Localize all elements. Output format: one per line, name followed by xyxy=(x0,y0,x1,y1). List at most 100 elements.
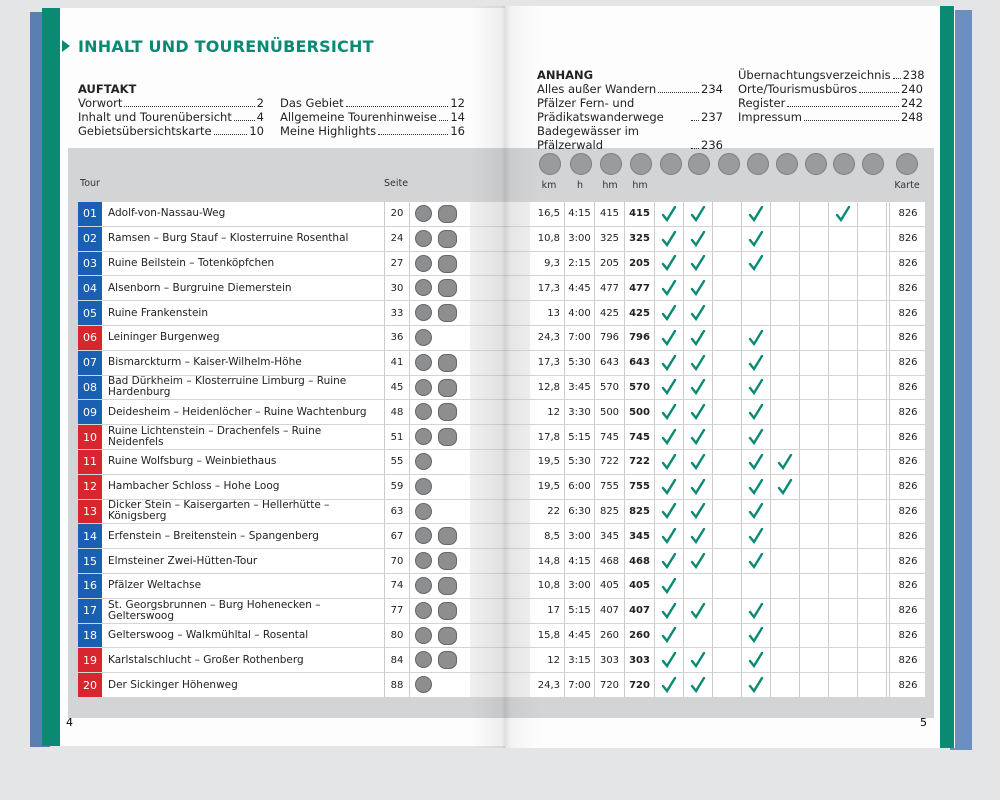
check-cell xyxy=(655,202,684,226)
check-cell xyxy=(713,673,742,697)
check-cell xyxy=(713,276,742,301)
leader xyxy=(658,92,700,93)
check-cell xyxy=(742,301,771,325)
toc-label: Gebietsübersichtskarte xyxy=(78,124,212,138)
row-fade xyxy=(470,549,530,573)
row-bg xyxy=(530,326,925,350)
toc-page: 12 xyxy=(450,96,465,110)
toc-label: Übernachtungsverzeichnis xyxy=(738,68,891,82)
tour-h: 3:00 xyxy=(565,226,595,251)
toc-entry: Allgemeine Tourenhinweise 14 xyxy=(280,110,465,124)
tour-name: Dicker Stein – Kaisergarten – Hellerhütt… xyxy=(108,499,330,523)
tour-hm-down: 570 xyxy=(625,375,655,400)
tour-page: 30 xyxy=(384,276,410,301)
difficulty-icon xyxy=(415,676,432,694)
tour-number: 18 xyxy=(78,623,102,648)
check-cell xyxy=(713,350,742,375)
row-bg xyxy=(78,301,470,325)
row-fade xyxy=(470,524,530,549)
tour-km: 17,8 xyxy=(533,425,565,449)
check xyxy=(661,255,677,272)
check-cell xyxy=(771,202,800,226)
tour-hm-up: 260 xyxy=(595,623,625,648)
tour-name: Ramsen – Burg Stauf – Klosterruine Rosen… xyxy=(108,232,349,245)
tour-hm-up: 407 xyxy=(595,598,625,623)
check xyxy=(661,478,677,495)
toc-page: 240 xyxy=(901,82,923,96)
tour-map: 826 xyxy=(889,375,926,400)
tour-map: 826 xyxy=(889,202,926,226)
check-cell xyxy=(800,623,829,648)
check-cell xyxy=(684,226,713,251)
family-icon xyxy=(438,552,457,571)
tour-h: 2:15 xyxy=(565,251,595,276)
row-bg xyxy=(530,350,925,375)
check-cell xyxy=(858,474,887,499)
toc-page: 16 xyxy=(450,124,465,138)
tour-hm-down: 825 xyxy=(625,499,655,524)
tour-h: 5:30 xyxy=(565,350,595,375)
check xyxy=(661,553,677,570)
difficulty-icon xyxy=(415,329,432,346)
check-cell xyxy=(713,574,742,598)
check-cell xyxy=(655,598,684,623)
check xyxy=(748,627,764,644)
check-cell xyxy=(771,648,800,673)
check-cell xyxy=(858,425,887,449)
check xyxy=(661,329,677,346)
check-cell xyxy=(829,375,858,400)
tour-page: 67 xyxy=(384,524,410,549)
check-cell xyxy=(858,524,887,549)
check-cell xyxy=(713,499,742,524)
header-icon xyxy=(747,153,769,175)
row-bg xyxy=(530,202,925,226)
header-label: Karte xyxy=(894,180,920,191)
tour-map: 826 xyxy=(889,326,926,350)
check-cell xyxy=(829,400,858,425)
check xyxy=(661,230,677,247)
toc-entry: Vorwort 2 xyxy=(78,96,264,110)
toc-entry: Meine Highlights 16 xyxy=(280,124,465,138)
check xyxy=(690,205,706,222)
header-label: Tour xyxy=(80,178,100,189)
header-label: hm xyxy=(632,180,648,191)
check-cell xyxy=(655,276,684,301)
row-bg xyxy=(78,375,470,400)
check xyxy=(748,354,764,371)
header-label: Seite xyxy=(384,178,409,189)
row-fade xyxy=(470,598,530,623)
check-cell xyxy=(858,400,887,425)
tour-km: 10,8 xyxy=(533,574,565,598)
tour-page: 55 xyxy=(384,450,410,474)
check-cell xyxy=(742,574,771,598)
header-icon xyxy=(805,153,827,175)
check-cell xyxy=(800,574,829,598)
tour-map: 826 xyxy=(889,474,926,499)
row-bg xyxy=(530,474,925,499)
tour-km: 12,8 xyxy=(533,375,565,400)
tour-km: 12 xyxy=(533,400,565,425)
tour-h: 6:00 xyxy=(565,474,595,499)
check xyxy=(661,453,677,470)
check-cell xyxy=(858,251,887,276)
tour-map: 826 xyxy=(889,499,926,524)
check-cell xyxy=(742,499,771,524)
toc-entry: Gebietsübersichtskarte 10 xyxy=(78,124,264,138)
tour-name: Alsenborn – Burgruine Diemerstein xyxy=(108,281,292,294)
check xyxy=(690,305,706,322)
row-fade xyxy=(470,425,530,449)
check xyxy=(690,230,706,247)
check xyxy=(690,453,706,470)
row-bg xyxy=(530,648,925,673)
tour-hm-down: 205 xyxy=(625,251,655,276)
check-cell xyxy=(684,276,713,301)
tour-hm-up: 415 xyxy=(595,202,625,226)
tour-map: 826 xyxy=(889,574,926,598)
tour-name: Ruine Frankenstein xyxy=(108,306,208,319)
family-icon xyxy=(438,378,457,397)
toc-heading: ANHANG xyxy=(537,68,594,82)
tour-hm-down: 745 xyxy=(625,425,655,449)
tour-km: 10,8 xyxy=(533,226,565,251)
tour-name: Ruine Beilstein – Totenköpfchen xyxy=(108,256,275,269)
family-icon xyxy=(438,651,457,670)
